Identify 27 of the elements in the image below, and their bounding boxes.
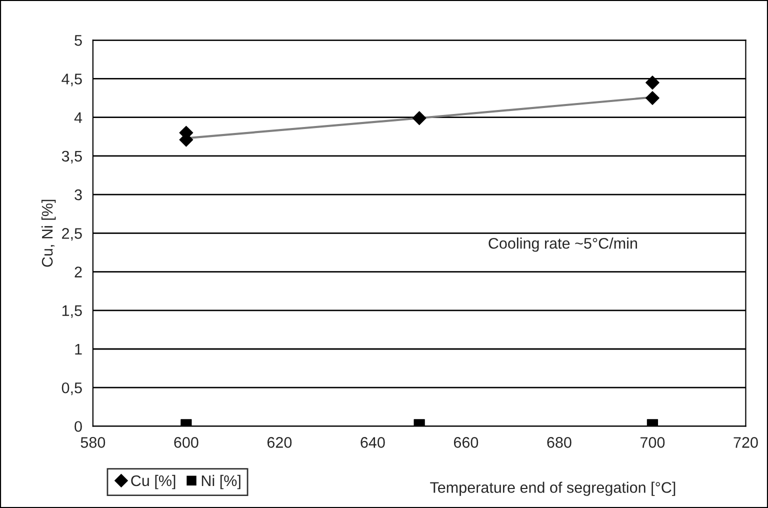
x-tick-label: 660 [454, 437, 478, 448]
x-tick-label: 680 [547, 437, 572, 448]
y-tick-label: 0 [74, 421, 82, 432]
y-tick-label: 4 [74, 112, 82, 123]
x-tick-label: 700 [640, 437, 665, 448]
x-tick-label: 720 [734, 437, 758, 448]
y-tick-label: 5 [74, 35, 82, 46]
annotation: Cooling rate ~5°C/min [488, 238, 637, 252]
x-tick-label: 600 [174, 437, 198, 448]
y-tick-label: 3,5 [62, 150, 82, 164]
x-axis-title: Temperature end of segregation [°C] [430, 482, 676, 496]
legend-label: Cu [%] [131, 474, 176, 490]
y-tick-label: 3 [74, 189, 82, 200]
x-tick-label: 640 [360, 437, 385, 448]
x-tick-label: 620 [267, 437, 292, 448]
y-tick-label: 4,5 [62, 74, 82, 86]
y-tick-label: 2 [74, 266, 82, 278]
point [646, 76, 660, 90]
y-axis-title: Cu, Ni [%] [41, 200, 56, 267]
point [412, 111, 426, 126]
x-tick-label: 580 [80, 437, 106, 448]
y-tick-label: 2,5 [62, 228, 82, 241]
legend-label: Ni [%] [202, 474, 240, 490]
point [646, 91, 660, 106]
y-tick-label: 1 [75, 344, 82, 355]
y-tick-label: 1,5 [62, 305, 82, 318]
y-tick-label: 0,5 [62, 382, 82, 396]
